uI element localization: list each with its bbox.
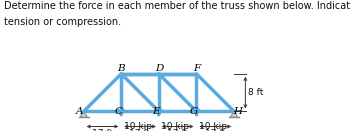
Text: Determine the force in each member of the truss shown below. Indicate whether th: Determine the force in each member of th… [4,1,350,11]
Polygon shape [230,111,238,118]
Text: 17 ft: 17 ft [205,129,226,131]
Text: 10 kip: 10 kip [124,122,152,131]
Text: 17 ft: 17 ft [167,129,188,131]
Text: 17 ft: 17 ft [92,129,113,131]
Text: G: G [189,107,198,116]
Text: B: B [118,64,125,73]
Text: 17 ft: 17 ft [130,129,150,131]
Text: 10 kip: 10 kip [199,122,227,131]
Text: F: F [193,64,200,73]
Polygon shape [80,111,88,118]
Text: 10 kip: 10 kip [161,122,189,131]
Text: A: A [75,107,83,116]
Text: tension or compression.: tension or compression. [4,17,121,27]
Text: H: H [233,107,242,116]
Text: D: D [155,64,163,73]
Text: E: E [152,107,160,116]
Text: 8 ft: 8 ft [248,88,264,97]
Text: C: C [114,107,122,116]
